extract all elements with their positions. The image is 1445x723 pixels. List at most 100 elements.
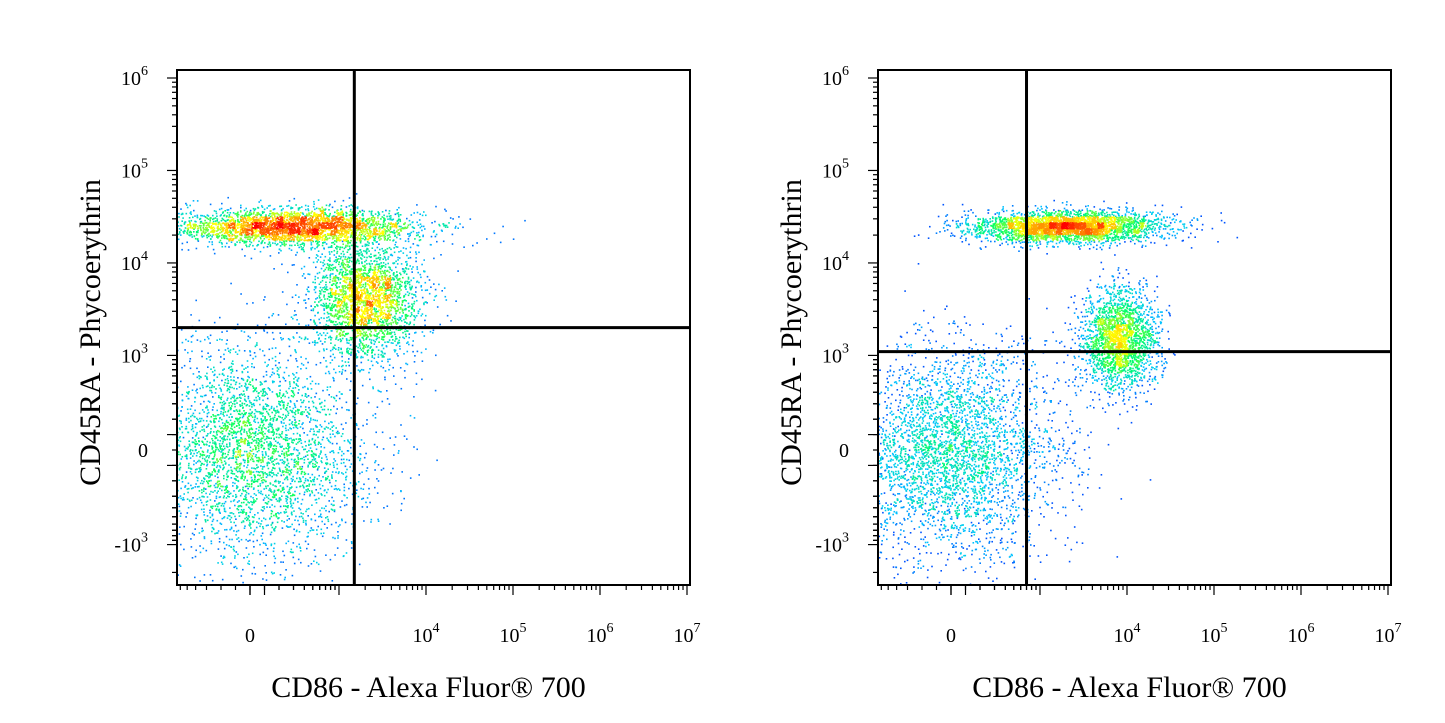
event-point xyxy=(279,469,281,471)
event-point xyxy=(281,461,284,464)
event-point xyxy=(404,284,407,287)
event-point xyxy=(166,460,168,462)
event-point xyxy=(169,496,171,498)
event-point xyxy=(405,288,407,290)
event-point xyxy=(413,310,415,312)
event-point xyxy=(290,502,292,505)
event-point xyxy=(325,554,327,556)
event-point xyxy=(344,521,347,524)
event-point xyxy=(337,531,339,533)
event-point xyxy=(411,306,413,309)
event-point xyxy=(311,450,313,453)
event-point xyxy=(284,438,286,441)
event-point xyxy=(271,427,274,429)
event-point xyxy=(336,260,338,262)
event-point xyxy=(280,397,282,399)
event-point xyxy=(199,387,201,390)
event-point xyxy=(311,459,314,461)
event-point xyxy=(330,523,333,526)
event-point xyxy=(211,513,214,516)
event-point xyxy=(342,452,345,455)
event-point xyxy=(341,323,343,325)
event-point xyxy=(181,499,184,501)
event-point xyxy=(400,328,403,331)
event-point xyxy=(441,290,443,292)
event-point xyxy=(382,258,384,260)
event-point xyxy=(269,441,272,443)
event-point xyxy=(391,231,394,233)
event-point xyxy=(185,516,187,518)
event-point xyxy=(114,481,116,483)
event-point xyxy=(284,395,286,398)
event-point xyxy=(173,394,175,396)
event-point xyxy=(400,502,403,505)
event-point xyxy=(400,490,402,492)
event-point xyxy=(143,391,145,393)
event-point xyxy=(205,549,208,552)
event-point xyxy=(269,245,272,247)
event-point xyxy=(406,264,408,267)
event-point xyxy=(348,459,351,462)
event-point xyxy=(194,486,197,488)
event-point xyxy=(272,445,275,447)
event-point xyxy=(231,512,233,514)
event-point xyxy=(222,413,224,416)
event-point xyxy=(203,480,205,483)
event-point xyxy=(182,217,184,219)
event-point xyxy=(232,500,235,502)
event-point xyxy=(242,390,245,392)
event-point xyxy=(266,474,269,477)
event-point xyxy=(315,502,318,504)
event-point xyxy=(371,352,373,354)
event-point xyxy=(220,445,222,447)
event-point xyxy=(207,245,209,248)
event-point xyxy=(238,442,240,444)
event-point xyxy=(174,459,176,461)
event-point xyxy=(293,494,296,497)
event-point xyxy=(377,310,379,313)
event-point xyxy=(327,246,330,249)
event-point xyxy=(415,315,418,317)
event-point xyxy=(395,328,398,331)
event-point xyxy=(361,213,364,216)
event-point xyxy=(271,368,274,370)
event-point xyxy=(259,214,262,217)
event-point xyxy=(306,434,309,436)
event-point xyxy=(150,357,152,359)
event-point xyxy=(262,542,265,544)
event-point xyxy=(320,450,322,452)
event-point xyxy=(251,378,254,380)
event-point xyxy=(233,530,235,532)
event-point xyxy=(187,487,190,490)
event-point xyxy=(273,380,275,383)
event-point xyxy=(216,339,218,341)
event-point xyxy=(251,411,253,413)
event-point xyxy=(238,540,240,543)
event-point xyxy=(336,467,339,470)
event-point xyxy=(278,467,281,470)
event-point xyxy=(338,272,341,274)
event-point xyxy=(214,437,217,440)
event-point xyxy=(205,406,208,409)
event-point xyxy=(269,446,272,448)
event-point xyxy=(267,405,270,407)
event-point xyxy=(395,344,398,347)
event-point xyxy=(370,339,373,341)
event-point xyxy=(413,293,415,296)
event-point xyxy=(188,421,190,423)
event-point xyxy=(229,512,232,514)
event-point xyxy=(234,557,236,559)
event-point xyxy=(208,473,210,476)
event-point xyxy=(328,500,330,502)
event-point xyxy=(231,370,234,372)
event-point xyxy=(387,360,389,363)
event-point xyxy=(292,442,294,444)
event-point xyxy=(217,562,219,564)
event-point xyxy=(228,214,231,216)
event-point xyxy=(223,508,226,511)
event-point xyxy=(295,443,298,445)
event-point xyxy=(291,296,294,299)
event-point xyxy=(400,317,402,319)
event-point xyxy=(302,476,304,478)
event-point xyxy=(335,412,337,415)
